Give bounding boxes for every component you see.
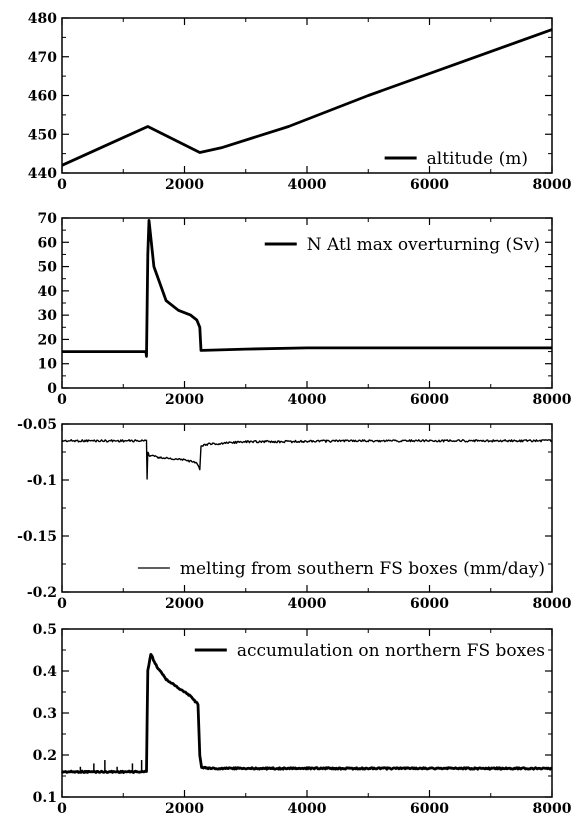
y-tick-label: -0.15 <box>17 529 57 545</box>
y-tick-label: 0.5 <box>33 622 57 638</box>
chart-panel-1: 0 2000 4000 6000 8000 440 450 460 470 480 altitude… <box>28 11 572 193</box>
y-tick-label: -0.2 <box>27 585 57 601</box>
x-tick-label: 0 <box>57 392 67 408</box>
x-tick-label: 2000 <box>165 801 204 817</box>
x-tick-label: 0 <box>57 177 67 193</box>
x-tick-label: 2000 <box>165 596 204 612</box>
x-tick-label: 0 <box>57 801 67 817</box>
x-tick-label: 6000 <box>410 177 449 193</box>
x-tick-label: 0 <box>57 596 67 612</box>
series-line <box>61 439 553 480</box>
y-tick-label: 20 <box>38 332 58 348</box>
chart-panel-4: 0 2000 4000 6000 8000 0.1 0.2 0.3 0.4 0.5 accumula… <box>33 622 572 817</box>
y-tick-label: -0.05 <box>17 417 57 433</box>
y-tick-label: 450 <box>28 127 57 143</box>
y-tick-label: 470 <box>28 50 57 66</box>
y-tick-label: 60 <box>38 235 58 251</box>
y-tick-label: 480 <box>28 11 57 27</box>
y-tick-label: 460 <box>28 89 57 105</box>
y-tick-label: 0.3 <box>33 706 57 722</box>
y-tick-label: 70 <box>38 211 58 227</box>
y-tick-label: 0.1 <box>33 790 57 806</box>
legend-label: accumulation on northern FS boxes <box>237 641 545 661</box>
y-tick-label: 440 <box>28 166 57 182</box>
x-tick-label: 6000 <box>410 596 449 612</box>
y-tick-label: 40 <box>38 284 58 300</box>
x-tick-label: 8000 <box>533 177 572 193</box>
x-tick-label: 8000 <box>533 392 572 408</box>
x-tick-label: 2000 <box>165 177 204 193</box>
series-line <box>61 28 553 167</box>
x-tick-label: 6000 <box>410 801 449 817</box>
y-tick-label: 0.2 <box>33 748 57 764</box>
x-tick-label: 8000 <box>533 596 572 612</box>
chart-panel-2: 0 2000 4000 6000 8000 0 10 20 30 40 50 60 70 N Atl ma… <box>38 211 572 408</box>
y-tick-label: 30 <box>38 308 58 324</box>
y-tick-label: -0.1 <box>27 473 57 489</box>
legend-label: altitude (m) <box>427 149 528 169</box>
legend-label: N Atl max overturning (Sv) <box>307 235 540 255</box>
y-tick-label: 50 <box>38 260 58 276</box>
x-tick-label: 8000 <box>533 801 572 817</box>
x-tick-label: 4000 <box>288 596 327 612</box>
y-tick-label: 0 <box>47 381 57 397</box>
x-tick-label: 4000 <box>288 801 327 817</box>
x-tick-label: 4000 <box>288 392 327 408</box>
series-line <box>62 218 552 358</box>
x-tick-label: 2000 <box>165 392 204 408</box>
y-tick-label: 10 <box>38 357 58 373</box>
series-line <box>61 653 553 774</box>
y-tick-label: 0.4 <box>33 664 58 680</box>
x-tick-label: 6000 <box>410 392 449 408</box>
legend-label: melting from southern FS boxes (mm/day) <box>180 559 545 579</box>
x-tick-label: 4000 <box>288 177 327 193</box>
chart-panel-3: 0 2000 4000 6000 8000 -0.2 -0.15 -0.1 -0.05 melti… <box>17 417 572 612</box>
